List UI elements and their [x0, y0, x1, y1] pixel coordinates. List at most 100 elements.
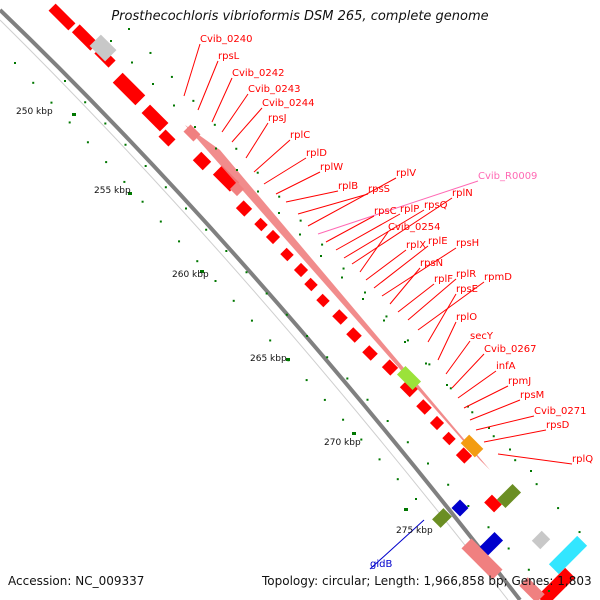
leader-line [317, 180, 479, 235]
gene-block [112, 72, 146, 106]
gene-label-cvib_0242: Cvib_0242 [232, 68, 284, 79]
major-tick [404, 508, 408, 511]
tick-dot [213, 123, 216, 126]
gene-label-rpsc: rpsC [374, 206, 397, 217]
gene-label-rpsq: rpsQ [424, 200, 448, 211]
gene-label-cvib_0240: Cvib_0240 [200, 34, 252, 45]
tick-dot [68, 121, 71, 124]
tick-dot [321, 243, 324, 246]
gene-label-rplo: rplO [456, 312, 477, 323]
leader-line [437, 321, 457, 361]
leader-line [483, 429, 547, 443]
gene-olive-2 [432, 508, 452, 528]
tick-dot [278, 195, 281, 198]
tick-dot [149, 51, 152, 54]
accession-text: Accession: NC_009337 [8, 574, 145, 588]
tick-dot [471, 411, 474, 414]
tick-label: 265 kbp [250, 354, 287, 364]
gene-label-cvib_0244: Cvib_0244 [262, 98, 314, 109]
gene-label-rpld: rplD [306, 148, 327, 159]
leader-line [335, 213, 401, 251]
tick-dot [124, 143, 127, 146]
tick-dot [152, 83, 154, 85]
tick-label: 255 kbp [94, 186, 131, 196]
gene-block [381, 359, 399, 376]
gene-block [89, 34, 117, 62]
tick-dot [488, 427, 490, 429]
gene-label-rplp: rplP [400, 204, 419, 215]
tick-dot [84, 101, 87, 104]
leader-line [297, 193, 369, 215]
gene-label-cvib_0243: Cvib_0243 [248, 84, 300, 95]
rna-gene-green [396, 365, 422, 391]
gene-label-rplv: rplV [396, 168, 416, 179]
gene-block [141, 104, 169, 132]
tick-dot [144, 165, 147, 167]
gene-labels: Cvib_0240 rpsL Cvib_0242 Cvib_0243 Cvib_0244… [200, 34, 593, 570]
leader-line [417, 281, 485, 331]
leader-line [497, 453, 573, 465]
tick-dot [383, 319, 385, 322]
leader-line [197, 60, 219, 111]
tick-labels: 250 kbp 255 kbp 260 kbp 265 kbp 270 kbp 275 k… [16, 107, 433, 536]
leader-line [469, 399, 521, 421]
tick-dot [323, 398, 326, 401]
gene-label-rpss: rpsS [368, 184, 390, 195]
tick-dot [427, 462, 429, 465]
gene-block [362, 345, 378, 361]
tick-dot [194, 126, 196, 128]
gene-label-rplw: rplW [320, 162, 343, 173]
gene-block [265, 229, 281, 245]
gene-block [316, 293, 330, 308]
tick-dot [346, 377, 349, 380]
leader-line [365, 249, 407, 281]
gene-label-rplc: rplC [290, 130, 310, 141]
gene-label-rpsh: rpsH [456, 238, 479, 249]
gene-track [48, 3, 588, 600]
tick-dot [425, 362, 427, 365]
tick-dot [527, 568, 530, 571]
major-tick [352, 432, 356, 435]
leader-line [359, 231, 389, 273]
gray-gene [531, 530, 551, 550]
gene-label-secy: secY [470, 331, 494, 342]
leader-line [307, 177, 397, 227]
tick-dot [128, 28, 130, 30]
tick-label: 260 kbp [172, 270, 209, 280]
tick-dot [250, 319, 253, 322]
label-leader-lines [183, 43, 573, 570]
leader-line [285, 190, 339, 203]
gene-label-rplx: rplX [406, 240, 426, 251]
gene-label-cvib_r0009: Cvib_R0009 [478, 171, 537, 182]
tick-dot [378, 458, 381, 461]
gene-label-rplb: rplB [338, 181, 358, 192]
tick-dot [364, 291, 366, 294]
tick-dot [192, 99, 195, 102]
tick-dot [299, 233, 301, 236]
gene-label-rpsj: rpsJ [268, 113, 287, 124]
leader-line [407, 278, 457, 321]
tick-dot [265, 292, 268, 295]
tick-dot [406, 441, 409, 444]
gene-block [304, 277, 318, 292]
tick-dot [326, 356, 329, 359]
tick-dot [487, 526, 490, 529]
tick-dot [278, 212, 280, 214]
gene-label-rple: rplE [428, 236, 448, 247]
gene-label-rpsl: rpsL [218, 51, 240, 62]
tick-dot [514, 459, 517, 462]
gene-label-rpsd: rpsD [546, 420, 570, 431]
gene-orange [460, 434, 484, 458]
leader-line [369, 519, 425, 570]
major-tick [200, 270, 204, 273]
tick-dot [385, 315, 388, 318]
tick-dot [362, 298, 364, 300]
tick-dot [256, 171, 259, 174]
gene-label-cvib_0267: Cvib_0267 [484, 344, 536, 355]
gene-label-cvib_0271: Cvib_0271 [534, 406, 586, 417]
gene-label-rpsm: rpsM [520, 390, 544, 401]
tick-dot [341, 276, 343, 279]
tick-dot [386, 420, 389, 422]
tick-dot [225, 250, 228, 252]
tick-dot [449, 387, 452, 390]
